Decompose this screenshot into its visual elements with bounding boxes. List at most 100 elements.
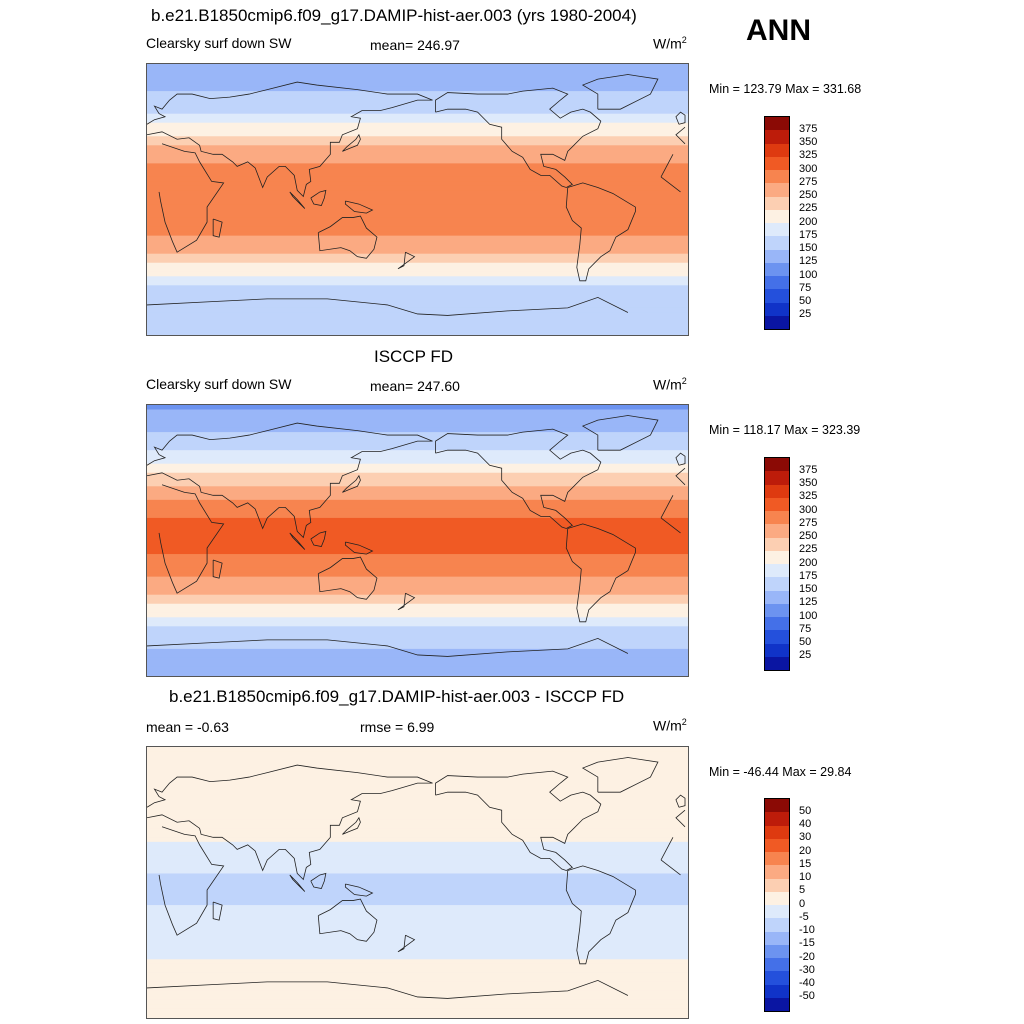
map-band-lat-24 [147,504,688,510]
map-band-lat--39 [147,599,688,605]
coastline-0-2 [660,517,681,534]
map-band-lat-3 [147,194,688,201]
coastline-2-0 [317,215,378,259]
map-band-lat--9 [147,213,688,219]
map-band-lat--45 [147,608,688,614]
map-band-lat--78 [147,316,688,323]
map-band-lat-63 [147,787,688,793]
colorbar-tick-label: 350 [799,136,818,148]
colorbar-tick-label: 325 [799,490,818,503]
colorbar-tick-label: -15 [799,937,815,950]
colorbar-swatch [765,223,789,237]
coastline-7-0 [212,901,223,921]
map-band-lat-27 [147,499,688,505]
coastline-11-0 [344,541,374,555]
map-band-lat-0 [147,199,688,205]
map-band-lat--60 [147,289,688,295]
map-band-lat-39 [147,140,688,146]
map-band-lat--36 [147,594,688,600]
colorbar-swatch [765,931,789,945]
map-band-lat--42 [147,262,688,268]
map-band-lat--15 [147,905,688,911]
colorbar-swatch [765,458,789,472]
map-band-lat--87 [147,1013,688,1018]
colorbar-swatch [765,537,789,551]
map-band-lat-57 [147,796,688,802]
colorbar-tick-label: 50 [799,636,812,648]
map-band-lat--48 [147,954,688,960]
map-band-lat-81 [147,418,688,424]
map-band-lat-90 [147,64,688,70]
map-band-lat--48 [147,271,688,277]
map-band-lat-78 [147,765,688,771]
colorbar-tick-label: 275 [799,516,818,529]
map-band-lat--87 [147,671,688,676]
map-band-lat-39 [147,823,688,829]
map-band-lat-63 [147,104,688,110]
map-band-lat-36 [147,145,688,151]
panel-3-units: W/m2 [653,717,687,734]
panel-2-variable-label: Clearsky surf down SW [146,376,292,392]
map-band-lat--48 [147,612,688,618]
colorbar-tick-label: -40 [799,977,815,989]
colorbar-swatch [765,577,789,591]
map-band-lat-78 [147,82,688,88]
colorbar-tick-label: 30 [799,831,812,844]
colorbar-tick-label: 50 [799,804,812,817]
map-band-lat-69 [147,436,688,442]
colorbar-swatch [765,170,789,184]
map-band-lat-57 [147,454,688,460]
colorbar-tick-label: 225 [799,543,818,556]
coastline-7-0 [212,559,223,579]
colorbar-tick-label: 275 [799,175,818,188]
colorbar-tick-label: 150 [799,242,818,254]
panel-1-map-svg [147,64,688,335]
map-band-lat-54 [147,459,688,465]
panel-3-mean-label: mean = -0.63 [146,719,229,735]
season-label: ANN [746,14,811,47]
colorbar-swatch [765,812,789,826]
map-band-lat--39 [147,941,688,947]
colorbar-tick-label: 0 [799,897,806,910]
colorbar-swatch [765,262,789,276]
colorbar-swatch [765,209,789,223]
map-band-lat--84 [147,1008,688,1015]
coastline-1-1 [675,126,686,145]
coastline-2-0 [317,556,378,600]
map-band-lat--72 [147,307,688,314]
map-band-lat-3 [147,535,688,542]
map-band-lat-57 [147,113,688,119]
colorbar-swatch [765,276,789,290]
map-band-lat-75 [147,86,688,92]
coastline-12-0 [397,592,416,611]
map-band-lat-33 [147,832,688,838]
map-band-lat-30 [147,154,688,160]
colorbar-tick-label: 150 [799,583,818,595]
coastline-0-1 [158,143,225,253]
map-band-lat-84 [147,73,688,79]
coastline-7-0 [212,218,223,238]
coastline-13-0 [675,111,686,125]
map-band-lat--66 [147,639,688,645]
coastline-0-1 [158,826,225,936]
coastline-6-0 [147,296,629,316]
colorbar-tick-label: 375 [799,122,818,135]
colorbar-tick-label: 25 [799,649,812,662]
map-band-lat-21 [147,167,688,173]
map-band-lat-84 [147,756,688,762]
colorbar-swatch [765,630,789,644]
coastline-2-0 [317,898,378,942]
map-band-lat-33 [147,490,688,496]
colorbar-swatch [765,603,789,617]
map-band-lat--72 [147,648,688,655]
map-band-lat--45 [147,267,688,273]
map-band-lat--12 [147,217,688,223]
coastline-4-0 [581,757,659,793]
coastline-0-0 [660,495,674,519]
map-band-lat--60 [147,630,688,636]
map-band-lat--42 [147,603,688,609]
map-band-lat--36 [147,253,688,259]
map-band-lat--57 [147,626,688,632]
colorbar-swatch [765,302,789,316]
map-band-lat-78 [147,423,688,429]
